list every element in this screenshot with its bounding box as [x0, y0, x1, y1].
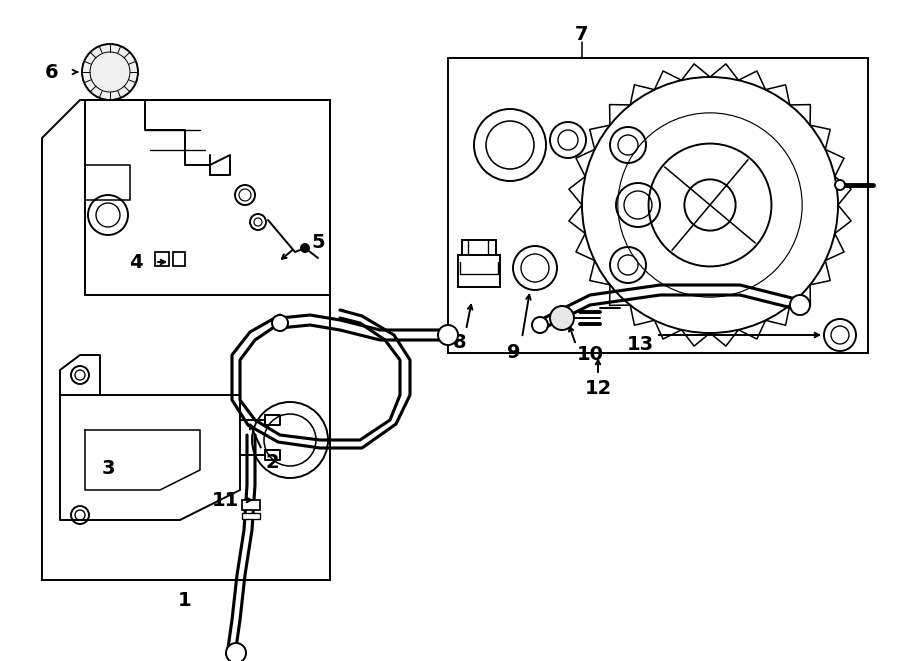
Bar: [242, 500, 260, 510]
Text: 6: 6: [45, 63, 58, 81]
Circle shape: [438, 325, 458, 345]
Polygon shape: [42, 100, 330, 580]
Text: 4: 4: [130, 253, 143, 272]
Text: 1: 1: [178, 590, 192, 609]
Text: 8: 8: [454, 332, 467, 352]
Circle shape: [272, 315, 288, 331]
Circle shape: [550, 306, 574, 330]
Text: 2: 2: [266, 453, 279, 471]
Bar: [155, 252, 169, 266]
Text: 9: 9: [508, 342, 521, 362]
Circle shape: [82, 44, 138, 100]
Text: 11: 11: [212, 490, 239, 510]
Text: 12: 12: [584, 379, 612, 397]
Bar: [448, 58, 868, 353]
Circle shape: [835, 180, 845, 190]
Text: 7: 7: [575, 26, 589, 44]
Text: 3: 3: [101, 459, 115, 477]
Text: 5: 5: [311, 233, 325, 251]
Text: 13: 13: [626, 336, 653, 354]
Bar: [462, 240, 496, 255]
Circle shape: [790, 295, 810, 315]
Text: 10: 10: [577, 346, 604, 364]
Bar: [173, 252, 185, 266]
Circle shape: [226, 643, 246, 661]
Bar: [458, 255, 500, 287]
Bar: [242, 513, 260, 519]
Bar: [85, 100, 330, 295]
Circle shape: [532, 317, 548, 333]
Circle shape: [301, 244, 309, 252]
